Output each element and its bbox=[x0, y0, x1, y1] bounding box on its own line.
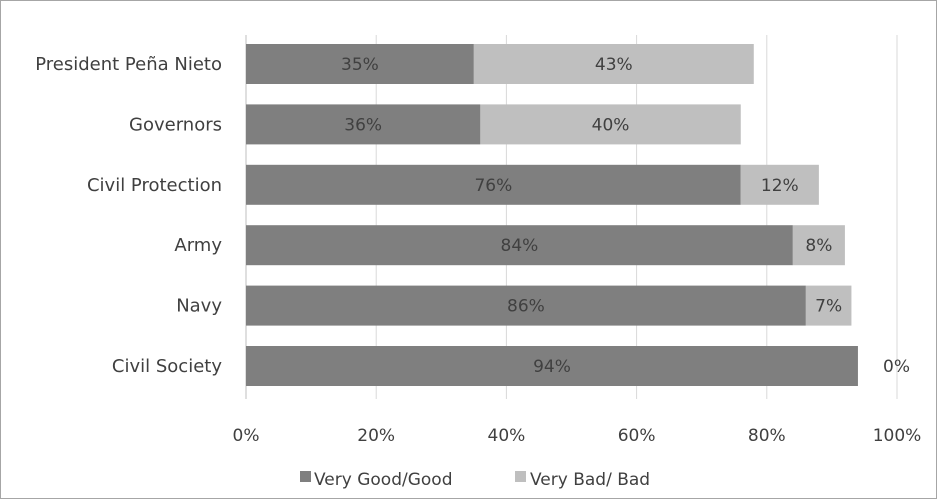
bar-segment bbox=[246, 104, 481, 145]
bar-segment bbox=[246, 164, 741, 205]
legend-label-very-bad: Very Bad/ Bad bbox=[530, 470, 650, 490]
data-label: 84% bbox=[501, 236, 539, 256]
data-label: 94% bbox=[533, 357, 571, 377]
bar-segment bbox=[246, 44, 474, 84]
category-label: Navy bbox=[176, 296, 222, 317]
data-label: 86% bbox=[507, 297, 545, 317]
legend-swatch-very-good bbox=[300, 471, 311, 482]
legend-swatch-very-bad bbox=[515, 471, 526, 482]
x-tick-label: 0% bbox=[233, 426, 260, 446]
x-tick-label: 40% bbox=[488, 426, 526, 446]
category-label: Civil Protection bbox=[87, 175, 222, 196]
category-label: Civil Society bbox=[112, 356, 222, 377]
category-label: President Peña Nieto bbox=[35, 54, 222, 75]
category-label: Army bbox=[174, 235, 222, 256]
category-label: Governors bbox=[129, 114, 222, 135]
data-label: 36% bbox=[344, 115, 382, 135]
data-label: 40% bbox=[592, 115, 630, 135]
data-label: 0% bbox=[883, 357, 910, 377]
x-tick-label: 60% bbox=[618, 426, 656, 446]
data-label: 35% bbox=[341, 55, 379, 75]
legend-label-very-good: Very Good/Good bbox=[314, 470, 452, 490]
bar-segment bbox=[246, 346, 858, 386]
x-tick-labels: 0% 20% 40% 60% 80% 100% bbox=[233, 426, 922, 446]
data-label: 76% bbox=[474, 176, 512, 196]
x-tick-label: 20% bbox=[357, 426, 395, 446]
data-label: 8% bbox=[805, 236, 832, 256]
data-label: 12% bbox=[761, 176, 799, 196]
bar-segment bbox=[473, 44, 754, 84]
data-label: 43% bbox=[595, 55, 633, 75]
data-label: 7% bbox=[815, 297, 842, 317]
bar-segment bbox=[740, 164, 819, 205]
bar-segment bbox=[246, 285, 806, 326]
x-tick-label: 80% bbox=[748, 426, 786, 446]
bar-segment bbox=[246, 225, 793, 266]
x-tick-label: 100% bbox=[873, 426, 922, 446]
bar-segment bbox=[480, 104, 741, 145]
bar-segment bbox=[805, 285, 852, 326]
category-labels: President Peña Nieto Governors Civil Prote… bbox=[35, 54, 222, 377]
gridlines bbox=[245, 35, 898, 399]
legend: Very Good/Good Very Bad/ Bad bbox=[300, 470, 650, 490]
bar-segment bbox=[792, 225, 845, 266]
bars: 35% 43% 36% 40% 76% 12% 84% 8% 86% 7% 94% 0% bbox=[246, 44, 910, 386]
